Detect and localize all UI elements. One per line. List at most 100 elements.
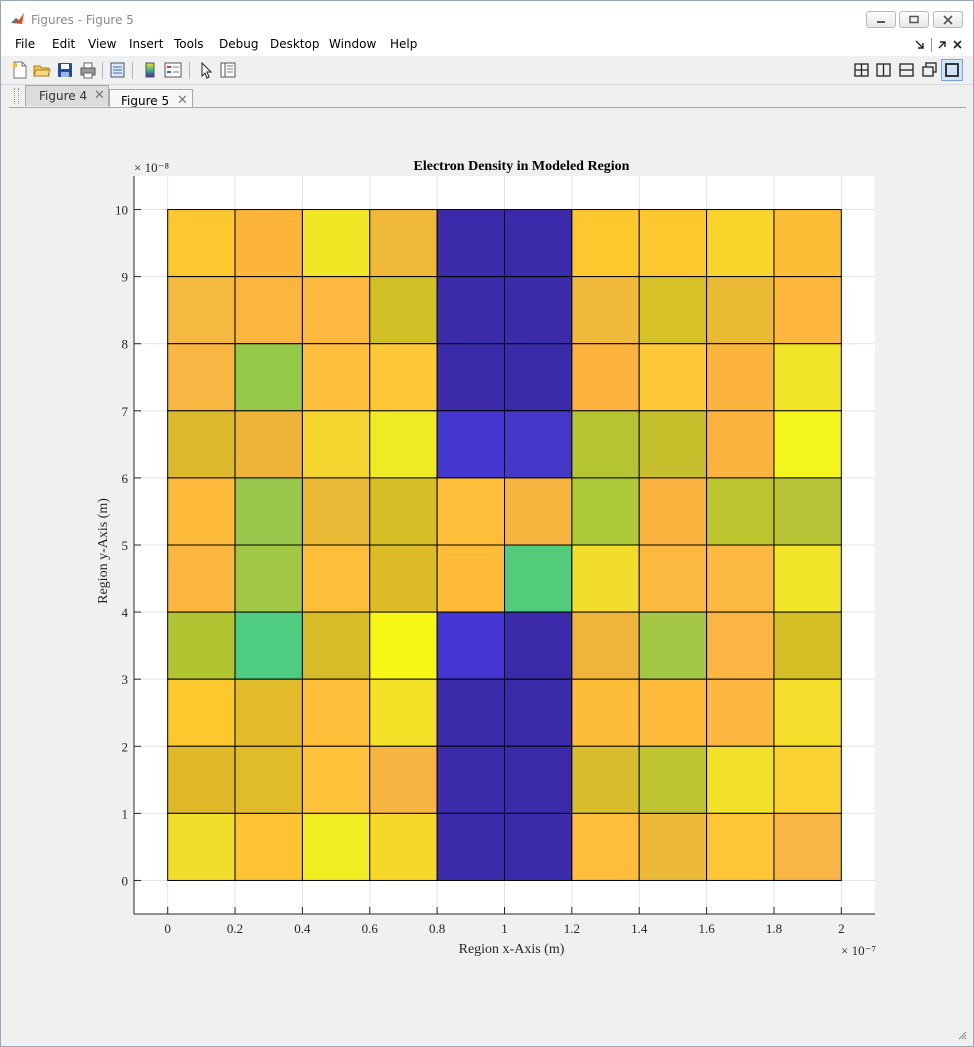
heatmap-cell	[706, 477, 775, 546]
heatmap-cell	[504, 544, 573, 613]
heatmap-cell	[706, 209, 775, 278]
property-inspector-icon[interactable]	[219, 61, 237, 79]
x-axis-exponent: × 10⁻⁷	[841, 943, 876, 958]
print-icon[interactable]	[79, 61, 97, 79]
dock-arrow-icon[interactable]	[913, 38, 927, 52]
heatmap-cell	[706, 812, 775, 881]
menu-bar: File Edit View Insert Tools Debug Deskto…	[1, 34, 973, 56]
menu-view[interactable]: View	[88, 37, 117, 51]
menu-help[interactable]: Help	[390, 37, 418, 51]
heatmap-cell	[369, 209, 438, 278]
heatmap-cell	[369, 745, 438, 814]
heatmap-cell	[167, 611, 236, 680]
heatmap-cell	[167, 544, 236, 613]
menu-desktop[interactable]: Desktop	[270, 37, 320, 51]
undock-arrow-icon[interactable]	[935, 38, 949, 52]
heatmap-cell	[773, 477, 842, 546]
maximize-button[interactable]	[941, 59, 963, 81]
heatmap-cell	[773, 276, 842, 345]
title-bar: Figures - Figure 5	[1, 1, 973, 34]
heatmap-cell	[234, 343, 303, 412]
heatmap-cell	[301, 209, 371, 278]
minimize-button[interactable]	[866, 11, 896, 28]
heatmap-cell	[706, 276, 775, 345]
heatmap-cell	[638, 477, 708, 546]
window-title: Figures - Figure 5	[31, 13, 134, 27]
heatmap-cell	[638, 343, 708, 412]
new-figure-icon[interactable]	[11, 61, 29, 79]
heatmap-cell	[436, 611, 505, 680]
toolbar	[1, 57, 973, 85]
heatmap-cell	[369, 812, 438, 881]
menu-edit[interactable]: Edit	[52, 37, 76, 51]
tab-grip	[14, 88, 19, 104]
heatmap-cell	[234, 276, 303, 345]
close-tab-icon[interactable]: ✕	[94, 88, 105, 103]
heatmap-cell	[571, 477, 640, 546]
tab-figure-4[interactable]: Figure 4 ✕	[25, 85, 109, 106]
resize-grip-icon[interactable]	[957, 1030, 967, 1040]
heatmap-cell	[638, 611, 708, 680]
heatmap-cell	[369, 611, 438, 680]
edit-plot-arrow-icon[interactable]	[197, 61, 215, 79]
heatmap-cell	[504, 343, 573, 412]
heatmap-cell	[504, 477, 573, 546]
heatmap-cell	[571, 745, 640, 814]
heatmap-cell	[167, 209, 236, 278]
link-plot-icon[interactable]	[109, 61, 127, 79]
heatmap-cell	[436, 343, 505, 412]
tab-figure-5[interactable]: Figure 5 ✕	[109, 89, 193, 109]
x-tick-label: 0.6	[362, 921, 379, 936]
heatmap-cell	[504, 209, 573, 278]
x-tick-label: 0.8	[429, 921, 445, 936]
heatmap-cell	[773, 611, 842, 680]
tab-divider	[9, 107, 966, 108]
heatmap-cell	[234, 611, 303, 680]
menu-insert[interactable]: Insert	[129, 37, 164, 51]
toolbar-separator	[189, 62, 190, 79]
save-icon[interactable]	[56, 61, 74, 79]
heatmap-cell	[301, 678, 371, 747]
y-axis-label: Region y-Axis (m)	[96, 498, 111, 604]
heatmap-cell	[369, 276, 438, 345]
heatmap-cell	[638, 544, 708, 613]
heatmap-cell	[504, 678, 573, 747]
close-button[interactable]	[933, 11, 963, 28]
heatmap-cell	[638, 745, 708, 814]
tile-columns-icon[interactable]	[875, 61, 893, 79]
heatmap-cell	[773, 544, 842, 613]
x-axis-label: Region x-Axis (m)	[459, 942, 565, 957]
insert-legend-icon[interactable]	[164, 61, 182, 79]
heatmap-cell	[436, 276, 505, 345]
menu-window[interactable]: Window	[329, 37, 377, 51]
tile-grid-icon[interactable]	[853, 61, 871, 79]
insert-colorbar-icon[interactable]	[141, 61, 159, 79]
close-figure-icon[interactable]	[951, 38, 965, 52]
open-file-icon[interactable]	[33, 61, 51, 79]
heatmap-cell	[571, 678, 640, 747]
float-icon[interactable]	[921, 61, 939, 79]
heatmap-cell	[436, 410, 505, 479]
heatmap-cell	[436, 745, 505, 814]
heatmap-cell	[301, 276, 371, 345]
restore-icon	[909, 15, 919, 24]
heatmap-cell	[301, 745, 371, 814]
heatmap-cell	[571, 410, 640, 479]
menu-tools[interactable]: Tools	[174, 37, 204, 51]
x-tick-label: 1	[501, 921, 508, 936]
tile-rows-icon[interactable]	[898, 61, 916, 79]
tab-bar: Figure 4 ✕ Figure 5 ✕	[1, 85, 973, 109]
heatmap-cell	[436, 209, 505, 278]
heatmap-cell	[301, 812, 371, 881]
close-tab-icon[interactable]: ✕	[177, 93, 188, 108]
heatmap-cell	[706, 611, 775, 680]
menu-debug[interactable]: Debug	[219, 37, 259, 51]
heatmap-cell	[638, 276, 708, 345]
toolbar-separator	[102, 62, 103, 79]
heatmap-cell	[504, 812, 573, 881]
heatmap-chart: 0 0.2 0.4 0.6 0.8 1 1.2 1.4 1.6 1.8 2 0 1 2 3 4 5 6 7 8 9 10 E…	[96, 159, 876, 958]
heatmap-cell	[504, 410, 573, 479]
heatmap-cell	[436, 544, 505, 613]
menu-file[interactable]: File	[15, 37, 36, 51]
restore-button[interactable]	[899, 11, 929, 28]
